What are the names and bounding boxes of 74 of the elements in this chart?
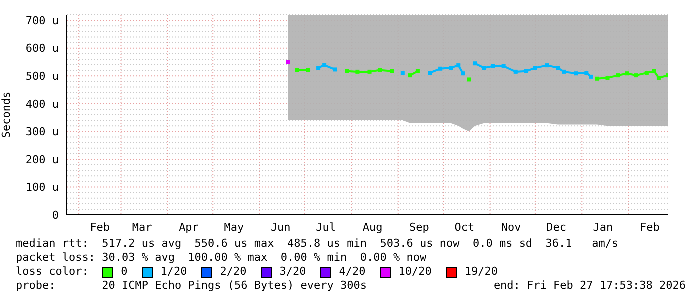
text: median rtt: 517.2 us avg 550.6 us max 485.8 us min 503.6 us now 0.0 ms sd 36.1 am/s [16,237,620,251]
text: probe: 20 ICMP Echo Pings (56 Bytes) every 300s [16,279,367,293]
legend-label: 2/20 [220,265,247,279]
y-tick-label: 200 u [26,153,59,166]
x-tick-label: Aug [362,220,383,234]
text: packet loss: 30.03 % avg 100.00 % max 0.00 % min 0.00 % now [16,251,428,265]
y-tick-label: 100 u [26,181,59,194]
point [625,72,630,76]
x-tick-label: Jan [593,220,614,234]
legend-title: loss color: [16,265,90,279]
point [634,74,638,78]
point [316,66,321,70]
point [656,76,661,80]
point [652,69,656,74]
x-tick-label: Feb [640,220,660,234]
point [514,70,518,74]
point [467,78,472,82]
y-axis-title: Seconds [0,92,13,138]
legend-label: 1/20 [160,265,188,279]
point [400,71,405,76]
point [461,72,466,76]
point [333,68,338,72]
legend-label: 0 [121,265,128,279]
point [595,76,600,81]
point [345,69,350,74]
point [502,64,506,68]
point [616,74,620,78]
legend-label: 4/20 [339,265,366,279]
point [533,66,538,70]
point [356,70,360,74]
legend-label: 19/20 [464,265,498,279]
y-tick-label: 400 u [26,98,59,111]
point [390,69,394,74]
point [456,64,461,68]
point [416,69,420,74]
point [584,71,589,76]
point [295,68,300,72]
point [556,66,560,70]
point [438,66,443,71]
x-tick-label: Sep [410,220,430,234]
point [606,76,610,80]
point [378,68,382,72]
x-tick-label: Oct [454,220,475,234]
x-tick-label: Feb [90,220,110,234]
point [322,63,327,68]
point [524,69,528,74]
y-tick-label: 300 u [26,126,59,139]
point [306,68,310,72]
legend-label: 3/20 [280,265,306,279]
x-tick-label: Dec [546,220,566,234]
y-tick-label: 0 [52,208,59,222]
point [482,66,486,70]
point [428,71,432,76]
point [574,72,578,76]
legend-label: 10/20 [398,265,432,279]
x-tick-label: May [224,220,245,234]
point [449,66,454,70]
point [491,64,496,68]
y-tick-label: 500 u [26,70,59,84]
point [473,62,478,66]
x-tick-label: Jul [316,220,336,234]
text: end: Fri Feb 27 17:53:38 2026 [494,279,686,293]
point [408,74,412,78]
x-tick-label: Jun [270,220,291,234]
point [644,71,649,76]
y-tick-label: 700 u [26,14,59,28]
point [546,64,550,68]
point [368,70,372,74]
point [589,74,594,79]
x-tick-label: Nov [501,220,522,234]
y-tick-label: 600 u [26,42,59,56]
x-tick-label: Apr [179,220,200,234]
point [562,70,566,74]
x-tick-label: Mar [132,220,153,234]
